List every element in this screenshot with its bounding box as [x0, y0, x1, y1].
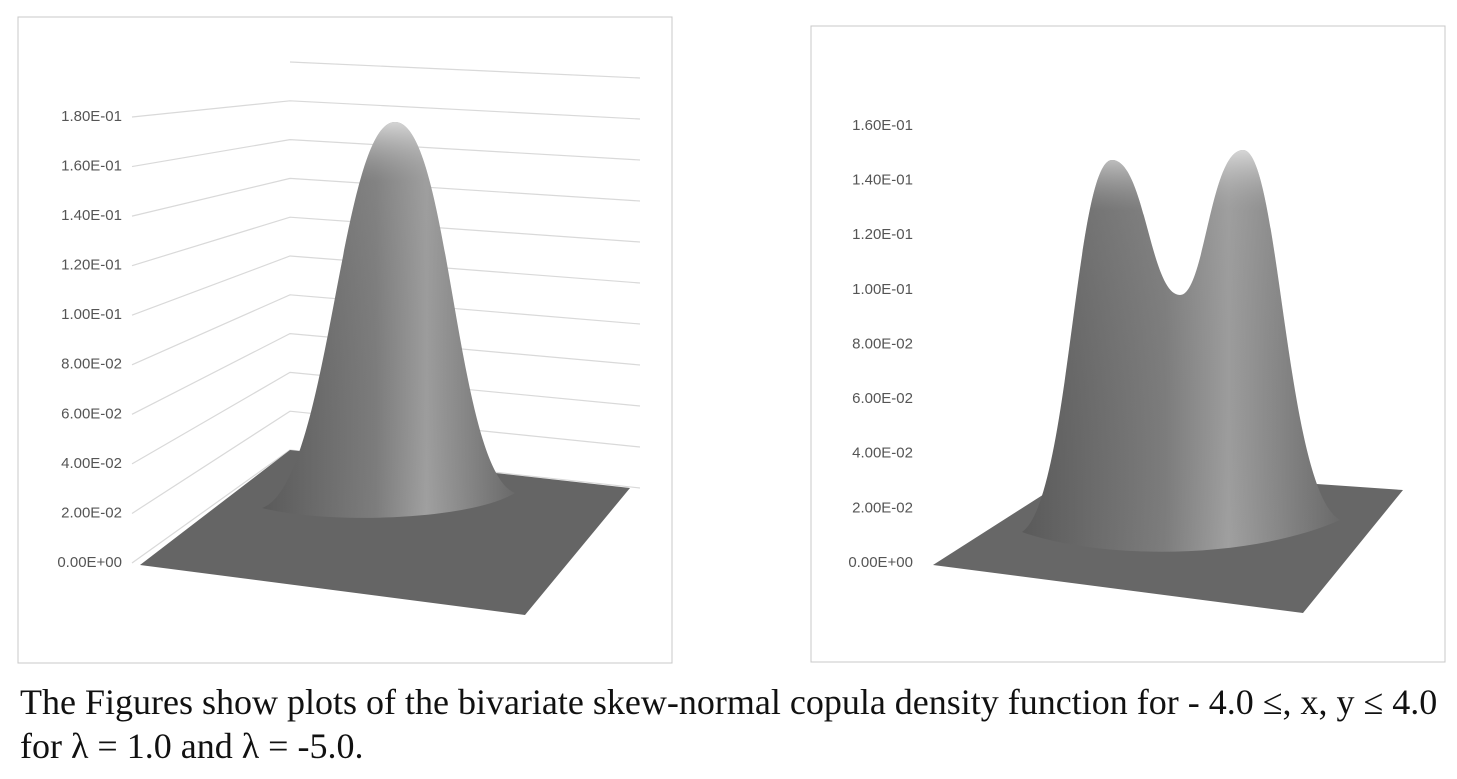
- z-tick-label: 6.00E-02: [61, 405, 122, 422]
- z-tick-label: 1.60E-01: [61, 158, 122, 175]
- z-tick-label: 1.60E-01: [852, 117, 913, 134]
- surface-highlight: [1022, 150, 1340, 552]
- z-tick-label: 1.20E-01: [852, 226, 913, 243]
- z-tick-label: 1.00E-01: [61, 306, 122, 323]
- chart-frame: [810, 25, 1446, 663]
- grid-line: [131, 294, 641, 366]
- chart-frame: [17, 16, 673, 664]
- z-tick-label: 1.20E-01: [61, 257, 122, 274]
- z-tick-label: 6.00E-02: [852, 390, 913, 407]
- z-tick-label: 0.00E+00: [57, 554, 122, 571]
- z-tick-label: 8.00E-02: [61, 356, 122, 373]
- figures: 0.00E+00 2.00E-02 4.00E-02 6.00E-02 8.00E-02…: [17, 16, 1446, 664]
- caption: The Figures show plots of the bivariate …: [20, 682, 1438, 766]
- z-tick-label: 8.00E-02: [852, 335, 913, 352]
- grid-line: [131, 216, 641, 267]
- grid-line: [131, 332, 641, 415]
- grid-line: [289, 61, 641, 79]
- z-tick-label: 1.40E-01: [852, 172, 913, 189]
- surface-highlight: [262, 122, 515, 518]
- grid-line: [131, 100, 641, 120]
- grid-line: [131, 138, 641, 168]
- z-tick-label: 1.40E-01: [61, 207, 122, 224]
- z-tick-label: 0.00E+00: [848, 554, 913, 571]
- z-tick-label: 2.00E-02: [852, 499, 913, 516]
- grid-line: [131, 255, 641, 316]
- z-tick-label: 4.00E-02: [852, 445, 913, 462]
- z-tick-label: 1.80E-01: [61, 108, 122, 125]
- grid-line: [131, 410, 641, 514]
- z-tick-label: 4.00E-02: [61, 455, 122, 472]
- grid-line: [131, 371, 641, 465]
- z-tick-label: 1.00E-01: [852, 281, 913, 298]
- grid-line: [131, 177, 641, 217]
- z-tick-label: 2.00E-02: [61, 504, 122, 521]
